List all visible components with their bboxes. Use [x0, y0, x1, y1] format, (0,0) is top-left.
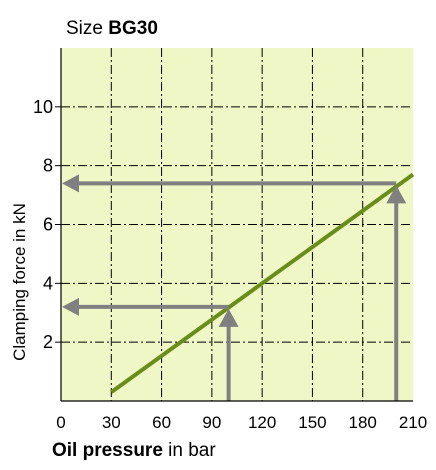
y-tick-label: 10	[33, 97, 53, 117]
x-tick-label: 150	[298, 413, 326, 432]
y-tick-label: 2	[43, 332, 53, 352]
title-prefix: Size	[66, 18, 109, 39]
x-axis-label: Oil pressure in bar	[52, 440, 216, 462]
y-axis-label: Clamping force in kN	[10, 203, 29, 361]
x-axis-label-bold: Oil pressure	[52, 440, 163, 461]
reading-arrow-vertical-head	[218, 308, 239, 327]
reading-arrow-vertical-head	[386, 185, 407, 204]
y-tick-label: 4	[43, 273, 53, 293]
reading-arrow-horizontal-head	[62, 174, 79, 193]
x-axis-label-rest: in bar	[162, 440, 216, 461]
x-tick-label: 90	[202, 413, 221, 432]
x-tick-label: 120	[248, 413, 276, 432]
x-tick-label: 60	[152, 413, 171, 432]
x-tick-label: 180	[349, 413, 377, 432]
title-size: BG30	[108, 18, 158, 39]
x-tick-label: 210	[399, 413, 427, 432]
x-tick-label: 0	[56, 413, 65, 432]
chart-title: Size BG30	[66, 18, 158, 40]
y-tick-label: 6	[43, 215, 53, 235]
series-line-0	[110, 172, 415, 394]
reading-arrow-horizontal-head	[62, 297, 79, 316]
y-tick-label: 8	[43, 156, 53, 176]
x-tick-label: 30	[102, 413, 121, 432]
